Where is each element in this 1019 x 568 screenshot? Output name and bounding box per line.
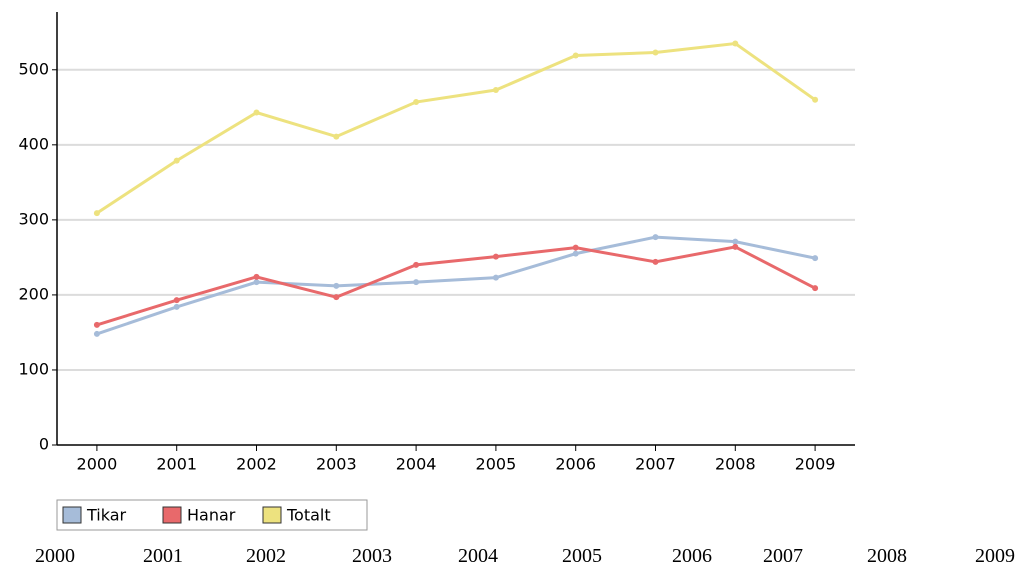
point [732,238,739,245]
x-tick-label: 2002 [236,455,277,474]
footer-year: 2009 [975,545,1015,567]
x-tick-label: 2003 [316,455,357,474]
y-tick-label: 500 [18,59,49,78]
point [253,279,260,286]
y-tick-label: 400 [18,134,49,153]
footer-year: 2000 [35,545,75,567]
point [253,273,260,280]
footer-year: 2006 [672,545,712,567]
y-tick-label: 0 [39,435,49,454]
point [413,99,420,106]
legend-label: Hanar [187,506,236,525]
point [812,255,819,262]
point [652,258,659,265]
point [333,294,340,301]
y-tick-label: 300 [18,209,49,228]
footer-year: 2005 [562,545,602,567]
point [413,279,420,286]
footer-year: 2003 [352,545,392,567]
point [173,303,180,310]
point [492,87,499,94]
legend-label: Totalt [286,506,331,525]
footer-year: 2008 [867,545,907,567]
point [93,321,100,328]
footer-year: 2002 [246,545,286,567]
x-tick-label: 2004 [396,455,437,474]
point [173,297,180,304]
series-line [96,235,816,336]
x-tick-label: 2005 [476,455,517,474]
legend-swatch [162,506,182,524]
point [93,330,100,337]
point [652,234,659,241]
legend-frame [56,499,368,531]
footer-year: 2001 [143,545,183,567]
x-tick-label: 2006 [555,455,596,474]
point [812,285,819,292]
point [812,96,819,103]
point [572,250,579,257]
x-tick-label: 2007 [635,455,676,474]
point [732,40,739,47]
legend-swatch [62,506,82,524]
y-tick-label: 100 [18,359,49,378]
x-tick-label: 2008 [715,455,756,474]
x-tick-label: 2001 [156,455,197,474]
point [652,49,659,56]
series-line [96,41,816,215]
series-line [96,245,816,327]
point [572,244,579,251]
x-tick-label: 2000 [77,455,118,474]
chart: 0 100 200 300 400 500 2000 2001 2002 2003 2004 2005… [18,12,855,531]
legend: Tikar Hanar Totalt [56,499,368,531]
point [253,109,260,116]
point [413,261,420,268]
x-tick-label: 2009 [795,455,836,474]
point [492,274,499,281]
point [333,282,340,289]
point [93,210,100,217]
footer-year: 2004 [458,545,498,567]
y-tick-label: 200 [18,284,49,303]
footer-year: 2007 [763,545,803,567]
point [732,243,739,250]
legend-swatch [262,506,282,524]
point [572,52,579,59]
legend-label: Tikar [86,506,127,525]
point [333,133,340,140]
point [492,253,499,260]
point [173,157,180,164]
